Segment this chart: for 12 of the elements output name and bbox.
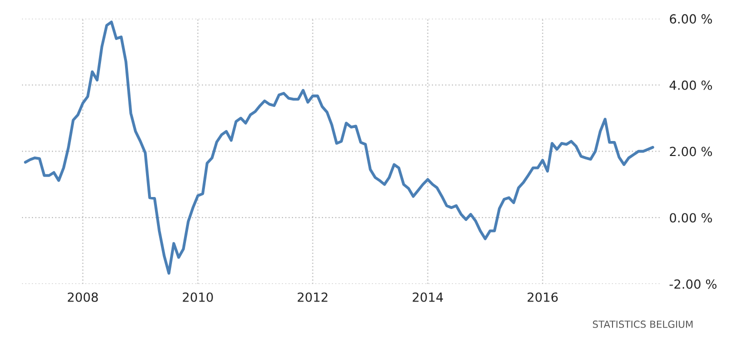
y-tick-label: 2.00 % — [670, 146, 712, 156]
x-tick-label: 2016 — [528, 292, 558, 302]
y-tick-label: -2.00 % — [670, 279, 716, 289]
y-tick-label: 4.00 % — [670, 80, 712, 90]
x-tick-label: 2014 — [412, 292, 443, 302]
x-tick-label: 2012 — [298, 292, 328, 302]
y-tick-label: 6.00 % — [670, 14, 712, 24]
x-tick-label: 2008 — [68, 292, 98, 302]
text: STATISTICS BELGIUM — [592, 320, 693, 328]
line-series — [24, 20, 654, 275]
y-tick-label: 0.00 % — [670, 213, 712, 223]
x-tick-label: 2010 — [182, 292, 213, 302]
